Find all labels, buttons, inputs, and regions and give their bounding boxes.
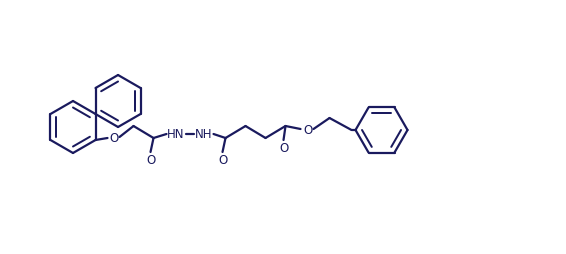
Text: HN: HN: [167, 128, 185, 140]
Text: O: O: [303, 123, 312, 136]
Text: NH: NH: [195, 128, 212, 140]
Text: O: O: [109, 132, 118, 145]
Text: O: O: [218, 153, 227, 167]
Text: O: O: [279, 141, 288, 154]
Text: O: O: [146, 153, 155, 167]
